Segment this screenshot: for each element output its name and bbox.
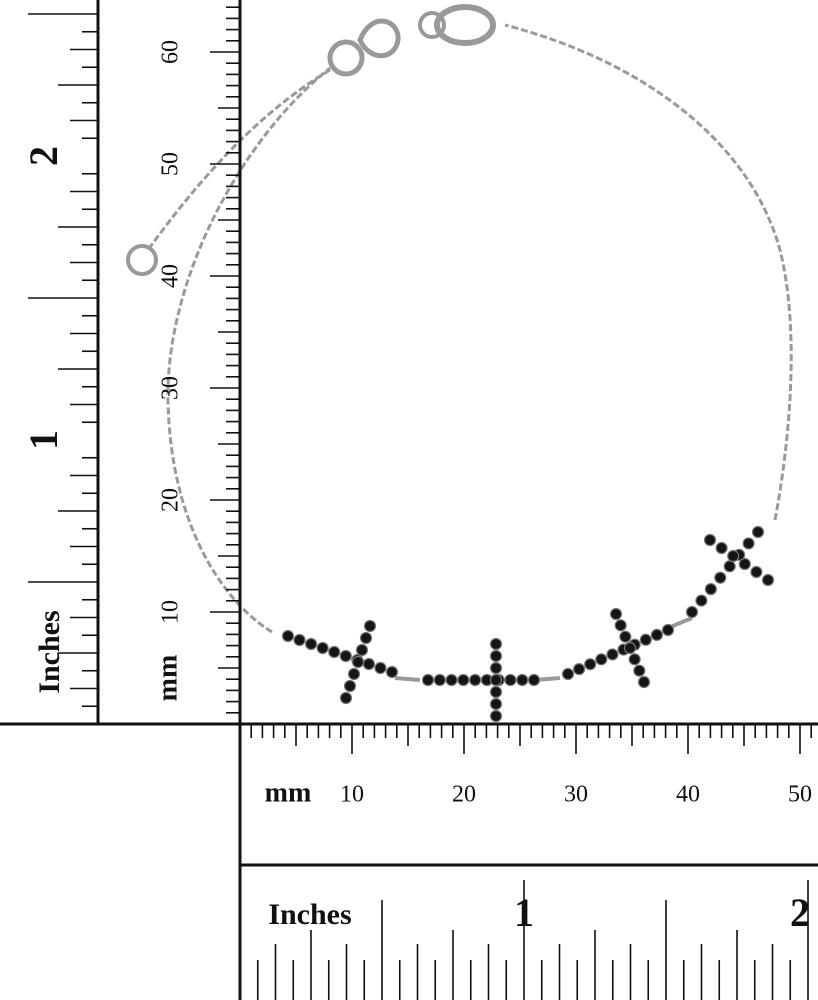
stone [695,594,708,607]
stone [339,649,352,663]
stone [316,641,329,655]
stone [359,631,373,645]
stone [751,525,765,539]
stone [489,649,503,663]
stone [650,628,663,641]
bracelet [126,4,793,723]
inch-number: 1 [21,430,66,450]
stone [685,605,699,619]
stone [704,583,717,596]
mm-number: 30 [564,782,588,808]
stone [433,673,446,687]
mm-number: 10 [158,600,184,624]
chain [166,66,331,634]
stone [584,658,597,671]
stone [661,623,675,637]
stone [489,673,503,687]
stone [723,560,736,573]
stone [619,630,632,643]
chain [504,23,793,521]
stone [347,667,361,681]
stone [761,573,775,587]
mm-number: 50 [158,152,184,176]
stone [489,709,503,723]
clasp [357,18,401,59]
stone [742,537,755,550]
stone [527,673,541,687]
inches-label: Inches [268,898,351,931]
stone [614,619,627,632]
inch-number: 2 [21,146,66,166]
stone [738,557,751,571]
stone [445,673,458,687]
stone [715,541,728,555]
inch-number: 1 [514,890,534,935]
stone [504,673,517,687]
extension-chain [146,68,331,251]
stone [293,633,306,647]
stone [421,673,435,687]
stone [714,571,727,584]
stone [489,697,503,711]
stone [606,648,619,661]
stone [457,673,470,687]
stone [281,629,295,643]
mm-number: 20 [158,488,184,512]
mm-number: 50 [788,782,812,808]
tag [434,4,496,46]
ring [126,244,158,276]
stone [639,633,652,646]
stone [351,655,365,669]
stone [489,685,503,699]
mm-label: mm [152,655,183,702]
stone [328,645,341,659]
stone [374,661,387,675]
stone [573,663,586,676]
jump-ring [327,39,365,77]
stone [609,607,623,621]
mm-number: 20 [452,782,476,808]
stone [561,667,575,681]
inch-number: 2 [790,890,810,935]
stone [305,637,318,651]
stone [343,679,357,693]
mm-number: 10 [340,782,364,808]
stone [339,691,353,705]
stone [595,653,608,666]
mm-number: 30 [158,376,184,400]
mm-number: 60 [158,40,184,64]
stone [516,673,529,687]
stone [355,643,369,657]
stone [628,653,641,666]
stone [489,661,503,675]
stone [489,637,503,651]
mm-number: 40 [676,782,700,808]
mm-label: mm [265,777,312,808]
stone [750,565,763,579]
stone [363,619,377,633]
stone [727,549,740,563]
stone [633,664,646,677]
inches-label: Inches [33,610,66,693]
jump-ring [418,11,446,39]
stone [469,673,482,687]
stone [703,533,717,547]
mm-number: 40 [158,264,184,288]
stone [385,665,399,679]
stone [362,657,375,671]
stone [637,675,651,689]
stone [623,641,637,655]
